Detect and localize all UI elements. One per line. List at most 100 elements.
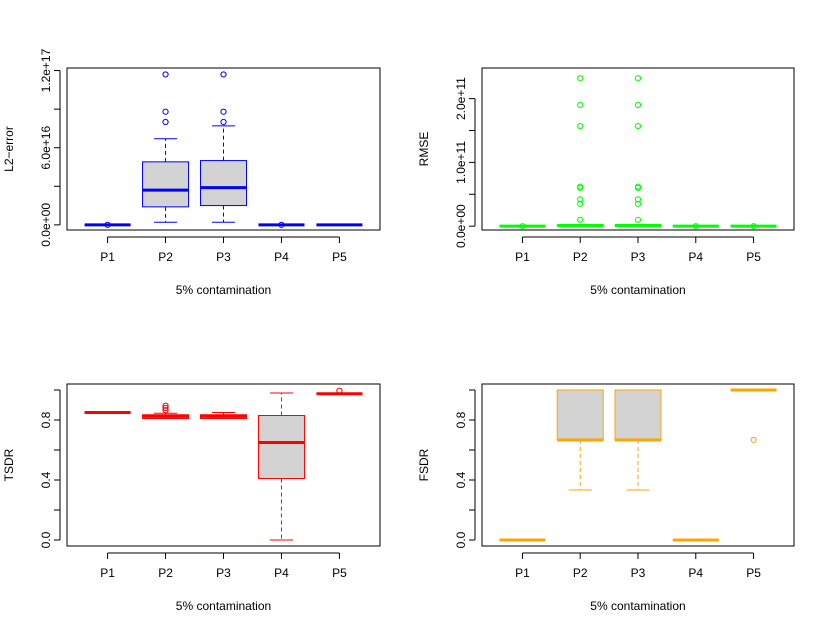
x-tick-label: P2 bbox=[158, 566, 173, 580]
y-tick-label: 0.0e+00 bbox=[454, 204, 468, 248]
box-p3 bbox=[200, 71, 247, 223]
y-tick-label: 2.0e+11 bbox=[454, 77, 468, 120]
outlier-point bbox=[220, 71, 227, 78]
outlier-point bbox=[336, 387, 343, 394]
box-body bbox=[200, 160, 247, 207]
y-axis-title: L2−error bbox=[2, 126, 16, 172]
x-tick-label: P5 bbox=[332, 566, 347, 580]
x-axis-title: 5% contamination bbox=[590, 599, 685, 613]
y-tick-label: 6.0e+16 bbox=[39, 126, 53, 170]
outlier-point bbox=[634, 75, 642, 82]
x-tick-label: P4 bbox=[688, 566, 703, 580]
box-p2 bbox=[556, 389, 604, 491]
x-axis-title: 5% contamination bbox=[176, 599, 271, 613]
x-tick-label: P3 bbox=[631, 250, 646, 264]
x-tick-label: P1 bbox=[100, 566, 115, 580]
x-tick-label: P5 bbox=[746, 250, 761, 264]
x-tick-label: P3 bbox=[216, 250, 231, 264]
box-p3 bbox=[200, 412, 247, 419]
outlier-point bbox=[634, 101, 642, 109]
y-tick-label: 0.8 bbox=[39, 411, 53, 428]
box-p2 bbox=[142, 71, 190, 223]
x-tick-label: P3 bbox=[631, 566, 646, 580]
plot-frame bbox=[66, 383, 381, 547]
box-p5 bbox=[316, 387, 363, 396]
y-axis-title: FSDR bbox=[417, 448, 431, 481]
plot-frame bbox=[66, 67, 381, 231]
outlier-point bbox=[162, 118, 169, 126]
outlier-point bbox=[577, 183, 584, 190]
box-p2 bbox=[142, 402, 190, 419]
outlier-point bbox=[577, 122, 584, 130]
outlier-point bbox=[162, 108, 169, 115]
panel-tsdr: 0.0 0.4 0.8 P1 P2 P3 P4 P5 5% contamination TSDR bbox=[2, 383, 381, 613]
outlier-point bbox=[577, 101, 584, 109]
x-tick-label: P1 bbox=[515, 250, 530, 264]
panel-l2-error: 0.0e+00 6.0e+16 1.2e+17 P1 P2 P3 P4 P5 5% contam… bbox=[2, 48, 381, 297]
y-tick-label: 0.4 bbox=[454, 471, 468, 488]
y-tick-label: 1.2e+17 bbox=[39, 48, 53, 92]
outlier-point bbox=[577, 196, 584, 203]
outlier-point bbox=[692, 223, 699, 230]
x-tick-label: P5 bbox=[746, 566, 761, 580]
y-tick-label: 0.0 bbox=[39, 531, 53, 548]
box-p1 bbox=[84, 221, 131, 228]
outlier-point bbox=[750, 436, 757, 444]
outlier-point bbox=[278, 221, 285, 228]
x-axis-title: 5% contamination bbox=[176, 283, 271, 297]
outlier-point bbox=[750, 223, 757, 230]
x-tick-label: P2 bbox=[158, 250, 173, 264]
box-p3 bbox=[614, 75, 662, 228]
x-tick-label: P1 bbox=[515, 566, 530, 580]
x-tick-label: P1 bbox=[100, 250, 115, 264]
outlier-point bbox=[519, 223, 526, 230]
outlier-point bbox=[634, 122, 642, 130]
panel-fsdr: 0.0 0.4 0.8 P1 P2 P3 P4 P5 5% contamination FSDR bbox=[417, 383, 795, 613]
outlier-point bbox=[577, 75, 584, 82]
plot-frame bbox=[481, 67, 795, 231]
y-tick-label: 1.0e+11 bbox=[454, 141, 468, 184]
y-axis-title: TSDR bbox=[2, 448, 16, 481]
x-tick-label: P2 bbox=[573, 566, 588, 580]
box-p3 bbox=[614, 389, 662, 491]
outlier-point bbox=[220, 108, 227, 115]
outlier-point bbox=[634, 216, 642, 223]
outlier-point bbox=[577, 200, 584, 207]
outlier-point bbox=[220, 118, 227, 126]
outlier-point bbox=[577, 216, 584, 223]
box-p5 bbox=[730, 388, 777, 444]
box-p2 bbox=[556, 75, 604, 228]
y-tick-label: 0.8 bbox=[454, 411, 468, 428]
outlier-point bbox=[104, 221, 111, 228]
plot-frame bbox=[481, 383, 795, 547]
box-body bbox=[257, 415, 305, 479]
outlier-point bbox=[634, 183, 642, 190]
box-body bbox=[614, 389, 662, 441]
outlier-point bbox=[162, 407, 169, 414]
x-tick-label: P2 bbox=[573, 250, 588, 264]
x-tick-label: P4 bbox=[274, 250, 289, 264]
outlier-point bbox=[634, 200, 642, 207]
outlier-point bbox=[162, 402, 169, 409]
x-axis-title: 5% contamination bbox=[590, 283, 685, 297]
box-body bbox=[556, 389, 604, 441]
y-tick-label: 0.4 bbox=[39, 471, 53, 488]
outlier-point bbox=[162, 404, 169, 412]
y-tick-label: 0.0e+00 bbox=[39, 203, 53, 247]
box-p5 bbox=[730, 223, 777, 230]
x-tick-label: P5 bbox=[332, 250, 347, 264]
outlier-point bbox=[634, 196, 642, 203]
y-tick-label: 0.0 bbox=[454, 531, 468, 548]
y-axis-title: RMSE bbox=[417, 132, 431, 167]
panel-rmse: 0.0e+00 1.0e+11 2.0e+11 P1 P2 P3 P4 P5 5% contam… bbox=[417, 67, 795, 297]
box-body bbox=[142, 161, 190, 208]
box-p1 bbox=[499, 223, 546, 230]
box-p4 bbox=[257, 392, 305, 541]
x-tick-label: P4 bbox=[274, 566, 289, 580]
box-p4 bbox=[672, 223, 719, 230]
x-tick-label: P3 bbox=[216, 566, 231, 580]
outlier-point bbox=[162, 71, 169, 78]
x-tick-label: P4 bbox=[688, 250, 703, 264]
box-p4 bbox=[258, 221, 305, 228]
